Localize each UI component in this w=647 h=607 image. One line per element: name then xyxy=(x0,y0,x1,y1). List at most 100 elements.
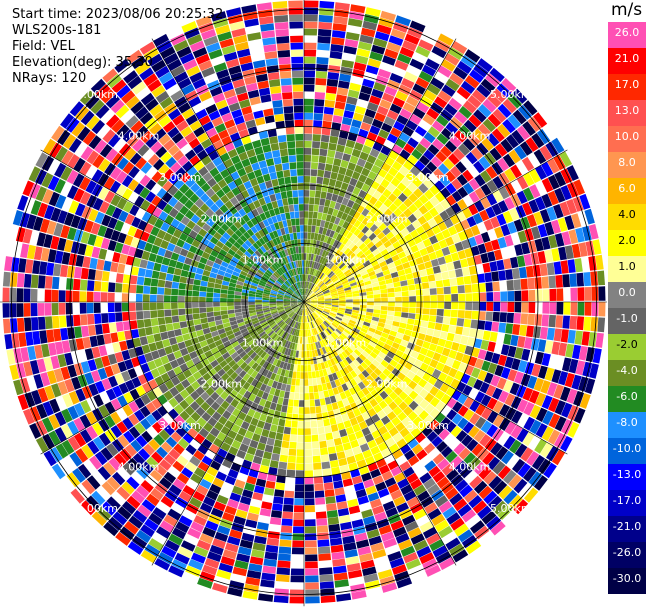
velocity-cell xyxy=(391,368,401,377)
velocity-cell xyxy=(448,97,462,111)
velocity-cell xyxy=(338,262,346,269)
velocity-cell xyxy=(304,337,307,344)
velocity-cell xyxy=(329,286,336,291)
velocity-cell xyxy=(261,429,270,438)
velocity-cell xyxy=(393,386,403,396)
velocity-cell xyxy=(526,214,537,228)
velocity-cell xyxy=(200,317,208,324)
velocity-cell xyxy=(317,304,325,307)
velocity-cell xyxy=(345,31,360,41)
velocity-cell xyxy=(477,369,488,382)
velocity-cell xyxy=(151,325,160,334)
velocity-cell xyxy=(304,302,309,307)
velocity-cell xyxy=(213,306,221,312)
velocity-cell xyxy=(360,361,369,370)
velocity-cell xyxy=(320,405,328,413)
velocity-cell xyxy=(531,133,545,149)
velocity-cell xyxy=(387,310,395,316)
velocity-cell xyxy=(491,128,505,143)
velocity-cell xyxy=(474,174,486,187)
velocity-cell xyxy=(129,275,138,285)
velocity-cell xyxy=(281,440,290,449)
velocity-cell xyxy=(535,289,543,301)
velocity-cell xyxy=(352,359,361,367)
velocity-cell xyxy=(457,143,470,156)
velocity-cell xyxy=(313,385,319,393)
velocity-cell xyxy=(366,252,375,260)
velocity-cell xyxy=(383,343,392,351)
velocity-cell xyxy=(416,295,423,302)
velocity-cell xyxy=(324,307,331,311)
velocity-cell xyxy=(304,147,312,155)
velocity-cell xyxy=(107,302,115,313)
velocity-cell xyxy=(437,65,452,78)
velocity-cell xyxy=(332,256,339,264)
velocity-cell xyxy=(297,183,304,190)
velocity-cell xyxy=(523,337,533,350)
velocity-cell xyxy=(311,148,320,156)
velocity-cell xyxy=(308,307,314,313)
velocity-cell xyxy=(346,199,355,208)
velocity-cell xyxy=(265,58,279,67)
velocity-cell xyxy=(311,155,319,163)
velocity-cell xyxy=(313,392,320,400)
velocity-cell xyxy=(390,177,401,187)
velocity-cell xyxy=(416,241,426,251)
velocity-cell xyxy=(465,302,473,311)
velocity-cell xyxy=(185,302,192,309)
velocity-cell xyxy=(143,318,152,328)
velocity-cell xyxy=(366,383,375,393)
velocity-cell xyxy=(388,426,399,437)
velocity-cells xyxy=(2,0,606,604)
velocity-cell xyxy=(448,153,460,166)
velocity-cell xyxy=(374,218,383,228)
velocity-cell xyxy=(440,109,454,122)
velocity-cell xyxy=(149,302,157,311)
velocity-cell xyxy=(485,311,493,321)
velocity-cell xyxy=(365,220,374,229)
velocity-cell xyxy=(341,197,350,206)
velocity-cell xyxy=(486,292,494,302)
velocity-cell xyxy=(316,307,324,311)
velocity-cell xyxy=(267,531,280,539)
velocity-cell xyxy=(328,314,335,320)
velocity-cell xyxy=(408,193,419,203)
velocity-cell xyxy=(362,378,370,387)
velocity-cell xyxy=(401,285,409,292)
velocity-cell xyxy=(384,172,394,183)
velocity-cell xyxy=(368,363,377,371)
velocity-cell xyxy=(390,325,399,332)
velocity-cell xyxy=(470,245,480,256)
velocity-cell xyxy=(290,575,304,583)
velocity-cell xyxy=(358,267,367,274)
velocity-cell xyxy=(94,280,102,292)
velocity-cell xyxy=(365,202,374,211)
velocity-cell xyxy=(386,351,395,359)
velocity-cell xyxy=(213,297,220,302)
velocity-cell xyxy=(292,540,304,548)
velocity-cell xyxy=(583,272,591,287)
velocity-cell xyxy=(434,96,448,109)
velocity-cell xyxy=(379,284,387,290)
velocity-cell xyxy=(469,69,484,83)
velocity-cell xyxy=(440,199,451,210)
velocity-cell xyxy=(328,453,338,461)
velocity-cell xyxy=(329,246,336,254)
velocity-cell xyxy=(319,315,326,321)
velocity-cell xyxy=(300,225,304,232)
velocity-cell xyxy=(317,295,324,299)
velocity-cell xyxy=(157,287,165,295)
velocity-cell xyxy=(346,299,353,302)
velocity-cell xyxy=(419,269,428,277)
velocity-cell xyxy=(430,302,437,309)
velocity-cell xyxy=(373,290,381,295)
velocity-cell xyxy=(316,412,323,421)
velocity-cell xyxy=(295,147,304,155)
velocity-cell xyxy=(316,318,322,325)
velocity-cell xyxy=(308,371,312,379)
velocity-cell xyxy=(474,234,484,245)
velocity-cell xyxy=(433,168,445,180)
velocity-cell xyxy=(316,176,324,185)
velocity-cell xyxy=(328,178,337,187)
velocity-cell xyxy=(464,247,473,258)
